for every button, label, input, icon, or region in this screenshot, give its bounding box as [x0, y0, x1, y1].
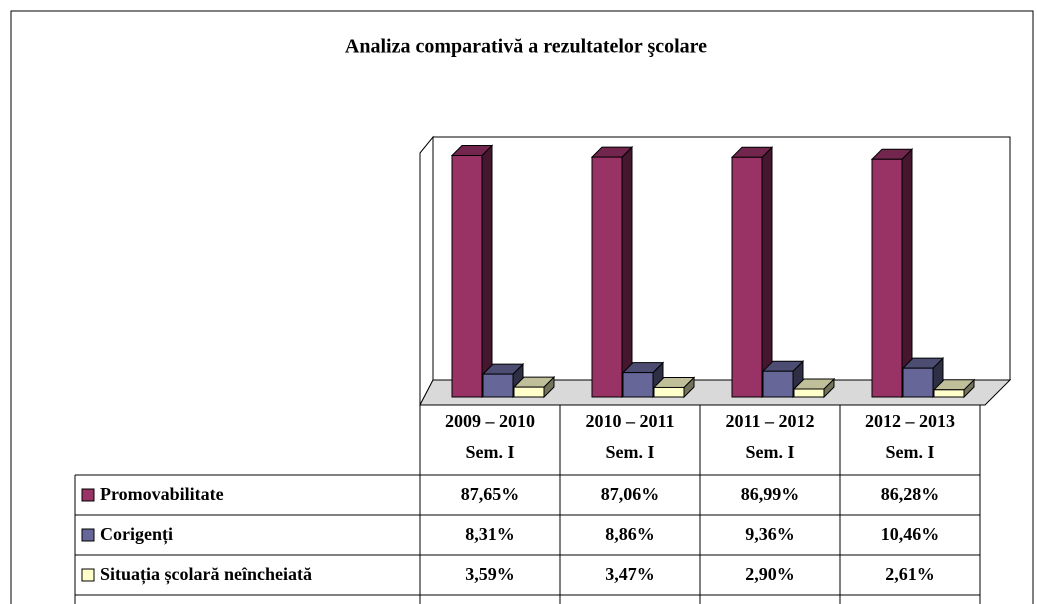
category-label: 2012 – 2013 Sem. I	[865, 411, 955, 462]
value-label: 10,46%	[881, 524, 940, 544]
bar	[901, 356, 945, 399]
value-label: 86,99%	[741, 484, 800, 504]
bar	[590, 145, 634, 399]
back-wall	[432, 136, 1011, 381]
bar-front	[871, 158, 903, 398]
bar-side	[901, 148, 913, 399]
bar-front	[653, 386, 685, 398]
value-label: 9,36%	[745, 524, 795, 544]
bar-front	[451, 154, 483, 398]
side-wall	[419, 135, 434, 406]
legend-swatch	[81, 568, 95, 582]
value-label: 87,65%	[461, 484, 520, 504]
value-label: 8,86%	[605, 524, 655, 544]
floor	[419, 379, 1012, 406]
bar-front	[933, 389, 965, 398]
legend-label: Situația școlară neîncheiată	[100, 564, 312, 585]
bar-front	[902, 367, 934, 398]
bar	[870, 148, 914, 399]
bar	[512, 375, 556, 399]
bar-front	[622, 372, 654, 398]
legend-swatch	[81, 488, 95, 502]
bar	[730, 146, 774, 399]
bar	[621, 361, 665, 399]
value-label: 3,59%	[465, 564, 515, 584]
category-label: 2009 – 2010 Sem. I	[445, 411, 535, 462]
value-label: 3,47%	[605, 564, 655, 584]
legend-swatch	[81, 528, 95, 542]
value-label: 86,28%	[881, 484, 940, 504]
bar	[450, 144, 494, 399]
chart-title: Analiza comparativă a rezultatelor şcola…	[345, 36, 707, 58]
category-label: 2011 – 2012 Sem. I	[725, 411, 814, 462]
bar	[481, 362, 525, 399]
category-label: 2010 – 2011 Sem. I	[585, 411, 674, 462]
bar	[652, 376, 696, 399]
bar-front	[591, 156, 623, 398]
value-label: 8,31%	[465, 524, 515, 544]
value-label: 2,90%	[745, 564, 795, 584]
bar-side	[761, 146, 773, 399]
legend-label: Corigenți	[100, 524, 173, 545]
bar-front	[762, 370, 794, 398]
bar-side	[621, 145, 633, 399]
bar	[932, 378, 976, 399]
legend-label: Promovabilitate	[100, 484, 224, 504]
bar-front	[731, 156, 763, 398]
bar-side	[481, 144, 493, 399]
bar	[792, 377, 836, 399]
value-label: 2,61%	[885, 564, 935, 584]
bar-front	[513, 386, 545, 398]
value-label: 87,06%	[601, 484, 660, 504]
bar-front	[793, 388, 825, 398]
bar-front	[482, 373, 514, 398]
